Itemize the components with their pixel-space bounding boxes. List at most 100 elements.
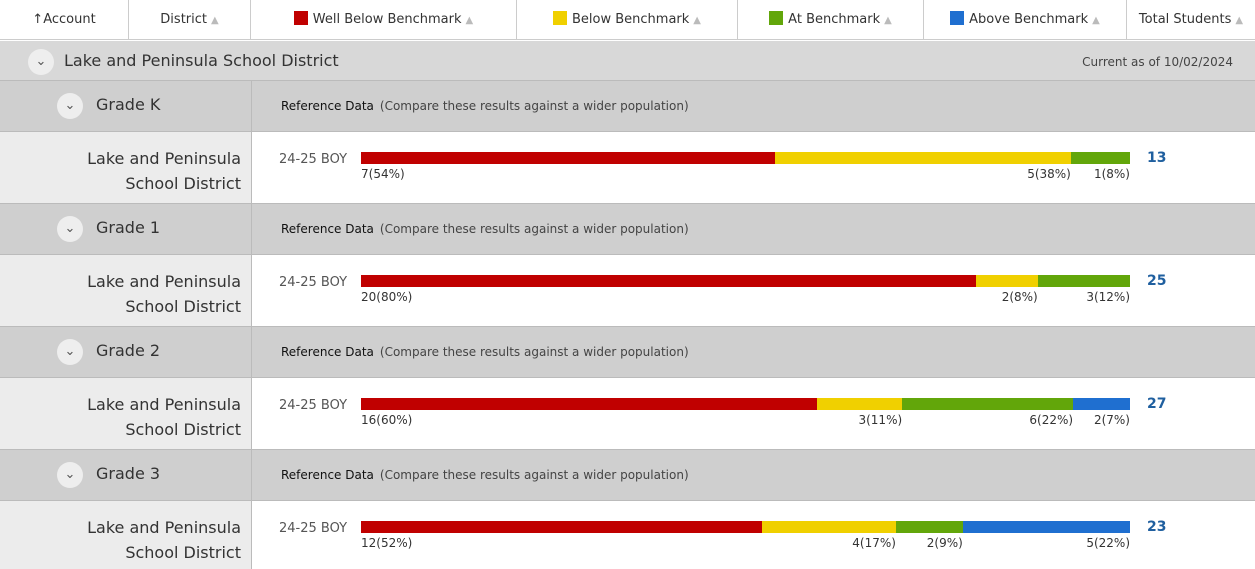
district-row: ⌄ Lake and Peninsula School District Cur… xyxy=(0,41,1255,81)
row-name: Lake and Peninsula School District xyxy=(87,272,241,316)
column-header[interactable]: Above Benchmark ▲ xyxy=(923,0,1126,40)
row-name: Lake and Peninsula School District xyxy=(87,395,241,439)
data-row: Lake and Peninsula School District 24-25 … xyxy=(0,378,1255,450)
district-name: Lake and Peninsula School District xyxy=(64,51,339,70)
segment-label: 3(12%) xyxy=(1086,290,1130,304)
grade-row: ⌄ Grade 1 Reference Data (Compare these res… xyxy=(0,204,1255,255)
grade-left xyxy=(0,450,252,500)
bar-segment xyxy=(962,521,1130,533)
bar-segment xyxy=(1037,275,1130,287)
grade-label: Grade 2 xyxy=(96,341,161,360)
segment-label: 5(38%) xyxy=(1027,167,1071,181)
bar-segment xyxy=(361,275,977,287)
collapse-icon[interactable]: ⌄ xyxy=(57,93,83,119)
sort-icon: ▲ xyxy=(211,15,219,26)
bar-segment xyxy=(361,398,817,410)
grade-row: ⌄ Grade K Reference Data (Compare these res… xyxy=(0,81,1255,132)
column-label: District xyxy=(160,12,207,27)
grade-label: Grade 3 xyxy=(96,464,161,483)
current-as-of: Current as of 10/02/2024 xyxy=(1082,55,1233,69)
grade-row: ⌄ Grade 2 Reference Data (Compare these res… xyxy=(0,327,1255,378)
reference: Reference Data (Compare these results aga… xyxy=(281,345,689,359)
legend-swatch xyxy=(293,11,308,25)
row-left xyxy=(0,132,252,203)
segment-label: 6(22%) xyxy=(1029,413,1074,427)
bar-segment xyxy=(976,275,1038,287)
data-row: Lake and Peninsula School District 24-25 … xyxy=(0,255,1255,327)
period: 24-25 BOY xyxy=(279,152,348,167)
data-row: Lake and Peninsula School District 24-25 … xyxy=(0,501,1255,569)
grade-left xyxy=(0,81,252,131)
grade-label: Grade 1 xyxy=(96,218,161,237)
row-left xyxy=(0,255,252,326)
row-name: Lake and Peninsula School District xyxy=(87,149,241,193)
legend-swatch xyxy=(950,11,965,25)
reference: Reference Data (Compare these results aga… xyxy=(281,468,689,482)
reference-label: Reference Data xyxy=(281,222,374,236)
reference-note: (Compare these results against a wider p… xyxy=(379,222,689,236)
bar-segment xyxy=(1070,152,1130,164)
column-label: Total Students xyxy=(1138,12,1232,27)
segment-label: 3(11%) xyxy=(858,413,903,427)
segment-label: 12(52%) xyxy=(361,536,413,550)
reference: Reference Data (Compare these results aga… xyxy=(281,222,689,236)
segment-label: 20(80%) xyxy=(361,290,413,304)
collapse-icon[interactable]: ⌄ xyxy=(28,49,54,75)
reference-note: (Compare these results against a wider p… xyxy=(379,99,689,113)
collapse-icon[interactable]: ⌄ xyxy=(57,216,83,242)
total-students[interactable]: 13 xyxy=(1147,150,1167,166)
sort-icon: ▲ xyxy=(884,15,892,26)
total-students[interactable]: 23 xyxy=(1147,519,1167,535)
column-label: Above Benchmark xyxy=(969,12,1089,27)
reference-label: Reference Data xyxy=(281,345,374,359)
segment-label: 4(17%) xyxy=(852,536,896,550)
column-header[interactable]: Total Students ▲ xyxy=(1126,0,1255,40)
bar-segment xyxy=(361,152,776,164)
period: 24-25 BOY xyxy=(279,398,348,413)
row-left xyxy=(0,501,252,569)
segment-label: 2(7%) xyxy=(1093,413,1130,427)
total-students[interactable]: 25 xyxy=(1147,273,1167,289)
total-students[interactable]: 27 xyxy=(1147,396,1167,412)
sort-icon: ▲ xyxy=(693,15,701,26)
collapse-icon[interactable]: ⌄ xyxy=(57,462,83,488)
sort-icon: ▲ xyxy=(1235,15,1244,26)
column-label: At Benchmark xyxy=(788,12,881,27)
legend-swatch xyxy=(769,11,784,25)
column-header[interactable]: Below Benchmark ▲ xyxy=(516,0,737,40)
column-header[interactable]: Well Below Benchmark ▲ xyxy=(250,0,516,40)
segment-label: 2(8%) xyxy=(1001,290,1038,304)
period: 24-25 BOY xyxy=(279,521,348,536)
bar-segment xyxy=(775,152,1071,164)
reference-note: (Compare these results against a wider p… xyxy=(379,468,689,482)
legend-swatch xyxy=(553,11,567,25)
column-header[interactable]: ↑Account xyxy=(0,0,128,40)
segment-label: 5(22%) xyxy=(1086,536,1130,550)
header: ↑Account District ▲ Well Below Benchmark ▲ Be… xyxy=(0,0,1255,40)
bar-segment xyxy=(1073,398,1130,410)
column-label: Below Benchmark xyxy=(572,12,690,27)
sort-icon: ↑ xyxy=(32,12,44,27)
reference-note: (Compare these results against a wider p… xyxy=(379,345,689,359)
reference: Reference Data (Compare these results aga… xyxy=(281,99,689,113)
bar-segment xyxy=(361,521,763,533)
grade-row: ⌄ Grade 3 Reference Data (Compare these res… xyxy=(0,450,1255,501)
bar-segment xyxy=(902,398,1074,410)
row-name: Lake and Peninsula School District xyxy=(87,518,241,562)
column-header[interactable]: District ▲ xyxy=(128,0,250,40)
segment-label: 16(60%) xyxy=(361,413,413,427)
column-header[interactable]: At Benchmark ▲ xyxy=(737,0,923,40)
reference-label: Reference Data xyxy=(281,468,374,482)
period: 24-25 BOY xyxy=(279,275,348,290)
grade-left xyxy=(0,204,252,254)
collapse-icon[interactable]: ⌄ xyxy=(57,339,83,365)
segment-label: 1(8%) xyxy=(1093,167,1130,181)
grade-label: Grade K xyxy=(96,95,161,114)
segment-label: 7(54%) xyxy=(361,167,405,181)
column-label: Well Below Benchmark xyxy=(312,12,462,27)
row-left xyxy=(0,378,252,449)
data-row: Lake and Peninsula School District 24-25 … xyxy=(0,132,1255,204)
segment-label: 2(9%) xyxy=(926,536,963,550)
bar-segment xyxy=(895,521,963,533)
